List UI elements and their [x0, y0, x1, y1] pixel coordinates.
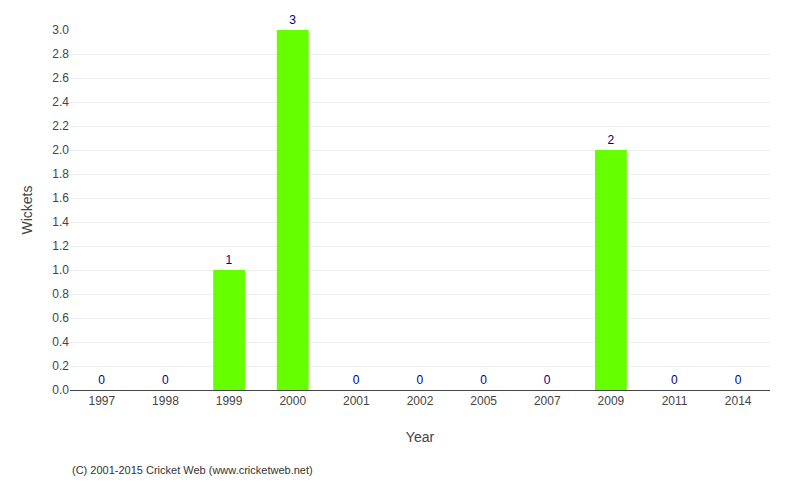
svg-text:1997: 1997 [88, 394, 115, 408]
svg-text:2001: 2001 [343, 394, 370, 408]
svg-text:0.6: 0.6 [52, 311, 69, 325]
svg-text:2014: 2014 [725, 394, 752, 408]
svg-text:0: 0 [162, 373, 169, 387]
svg-text:2009: 2009 [598, 394, 625, 408]
svg-text:0: 0 [480, 373, 487, 387]
svg-text:2011: 2011 [662, 394, 688, 408]
svg-text:0: 0 [417, 373, 424, 387]
svg-text:2005: 2005 [470, 394, 497, 408]
svg-text:2002: 2002 [407, 394, 434, 408]
svg-text:0: 0 [671, 373, 678, 387]
svg-text:1998: 1998 [152, 394, 179, 408]
svg-text:0.0: 0.0 [52, 383, 69, 397]
svg-text:1.4: 1.4 [52, 215, 69, 229]
svg-text:0.4: 0.4 [52, 335, 69, 349]
svg-text:2007: 2007 [534, 394, 561, 408]
svg-text:Wickets: Wickets [19, 186, 35, 235]
svg-text:2: 2 [607, 133, 614, 147]
svg-text:0: 0 [98, 373, 105, 387]
svg-text:0: 0 [544, 373, 551, 387]
svg-text:Year: Year [406, 429, 435, 445]
svg-text:2.8: 2.8 [52, 47, 69, 61]
svg-text:1.0: 1.0 [52, 263, 69, 277]
svg-text:2.0: 2.0 [52, 143, 69, 157]
svg-text:1.2: 1.2 [52, 239, 69, 253]
svg-text:0: 0 [353, 373, 360, 387]
svg-text:1.8: 1.8 [52, 167, 69, 181]
svg-text:3.0: 3.0 [52, 23, 69, 37]
svg-text:(C) 2001-2015 Cricket Web (www: (C) 2001-2015 Cricket Web (www.cricketwe… [72, 464, 313, 476]
svg-text:1.6: 1.6 [52, 191, 69, 205]
svg-text:0.8: 0.8 [52, 287, 69, 301]
svg-text:1999: 1999 [216, 394, 243, 408]
svg-text:2000: 2000 [279, 394, 306, 408]
svg-text:2.6: 2.6 [52, 71, 69, 85]
svg-text:2.2: 2.2 [52, 119, 69, 133]
svg-text:2.4: 2.4 [52, 95, 69, 109]
svg-text:1: 1 [226, 253, 233, 267]
svg-text:0.2: 0.2 [52, 359, 69, 373]
svg-text:3: 3 [289, 13, 296, 27]
svg-text:0: 0 [735, 373, 742, 387]
